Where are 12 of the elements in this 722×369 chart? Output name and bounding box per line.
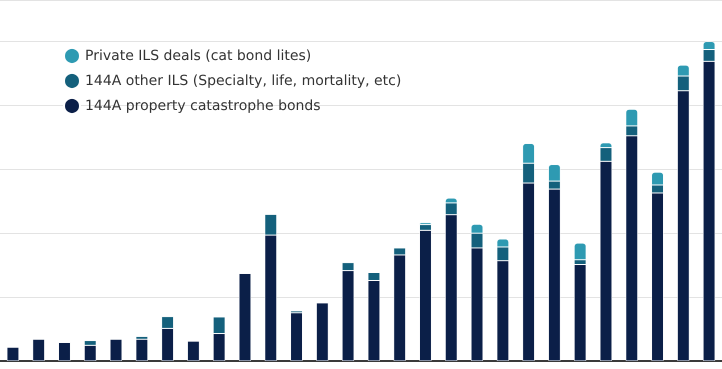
bar xyxy=(290,312,303,361)
legend-label: Private ILS deals (cat bond lites) xyxy=(85,48,312,64)
bar xyxy=(110,339,122,361)
bar xyxy=(136,339,148,361)
legend-label: 144A property catastrophe bonds xyxy=(85,98,321,114)
bar xyxy=(6,347,19,361)
legend-label: 144A other ILS (Specialty, life, mortality, etc) xyxy=(85,73,402,89)
bar xyxy=(58,342,70,361)
bar xyxy=(238,273,251,361)
bar xyxy=(32,339,45,361)
bar xyxy=(316,302,328,361)
bar xyxy=(187,341,200,361)
